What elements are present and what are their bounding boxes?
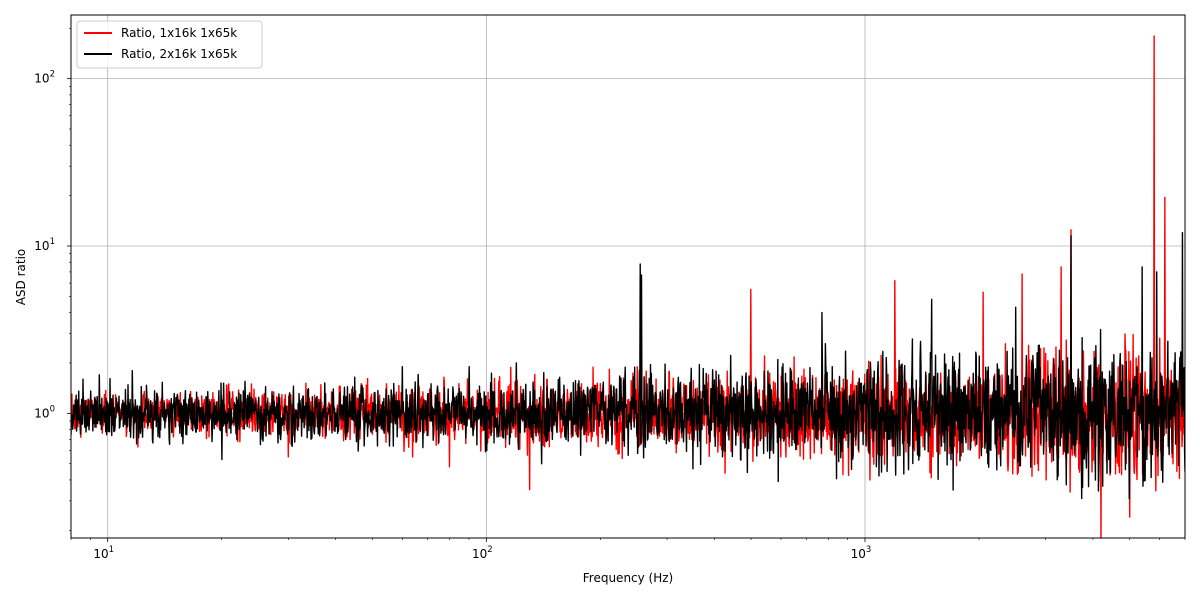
legend-label-series-1: Ratio, 1x16k 1x65k [121, 26, 237, 40]
y-tick-label: 100 [34, 404, 55, 420]
legend-box [76, 20, 263, 69]
series-layer [71, 35, 1185, 538]
legend: Ratio, 1x16k 1x65k Ratio, 2x16k 1x65k [76, 20, 263, 69]
y-tick-label: 102 [34, 70, 55, 86]
plot-frame [70, 14, 1186, 539]
series-line-2 [71, 232, 1185, 500]
x-tick-label: 102 [472, 545, 493, 561]
ticks: 101 102 103 100 101 102 [34, 27, 1186, 561]
legend-label-series-2: Ratio, 2x16k 1x65k [121, 47, 237, 61]
x-axis-label: Frequency (Hz) [583, 571, 674, 585]
y-tick-label: 101 [34, 237, 55, 253]
x-tick-label: 101 [93, 545, 114, 561]
y-axis-label: ASD ratio [14, 249, 28, 306]
x-tick-label: 103 [851, 545, 872, 561]
